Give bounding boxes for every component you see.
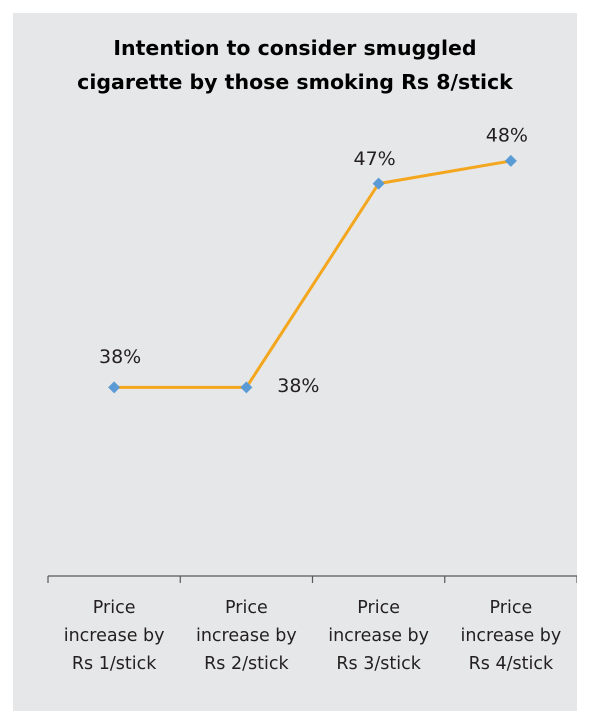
x-tick-label-line: Rs 1/stick <box>71 654 157 674</box>
x-tick-label-line: increase by <box>63 626 165 646</box>
data-label: 38% <box>277 375 319 397</box>
x-tick-label-line: increase by <box>328 626 430 646</box>
data-point-marker <box>504 154 517 167</box>
series-line <box>114 159 512 389</box>
data-point-marker <box>372 177 385 190</box>
x-tick-label-line: Price <box>357 598 400 618</box>
chart-title-line-2: cigarette by those smoking Rs 8/stick <box>77 70 513 94</box>
chart-panel: Intention to consider smuggled cigarette… <box>13 13 577 711</box>
x-tick-label-line: Price <box>489 598 533 618</box>
chart-title-line-1: Intention to consider smuggled <box>113 36 477 60</box>
x-tick-label: Price increase by Rs 2/stick <box>177 594 315 678</box>
x-tick-label-line: Price <box>92 598 136 618</box>
data-label: 48% <box>486 124 528 146</box>
x-tick-label-line: increase by <box>195 626 297 646</box>
x-tick-label: Price increase by Rs 1/stick <box>45 594 183 678</box>
line-chart-svg: 38% 38% 47% 48% <box>47 124 577 583</box>
x-tick-label-line: Rs 4/stick <box>468 654 554 674</box>
x-tick-label-line: Rs 2/stick <box>204 654 289 674</box>
x-tick-label-line: Price <box>225 598 268 618</box>
chart-title: Intention to consider smuggled cigarette… <box>13 31 577 99</box>
x-tick-label: Price increase by Rs 4/stick <box>442 594 577 678</box>
x-tick-label-line: increase by <box>460 626 562 646</box>
data-point-marker <box>108 381 121 394</box>
x-tick-label: Price increase by Rs 3/stick <box>310 594 448 678</box>
data-label: 38% <box>99 346 141 368</box>
x-tick-label-line: Rs 3/stick <box>336 654 421 674</box>
data-point-marker <box>240 381 253 394</box>
data-label: 47% <box>354 148 396 170</box>
